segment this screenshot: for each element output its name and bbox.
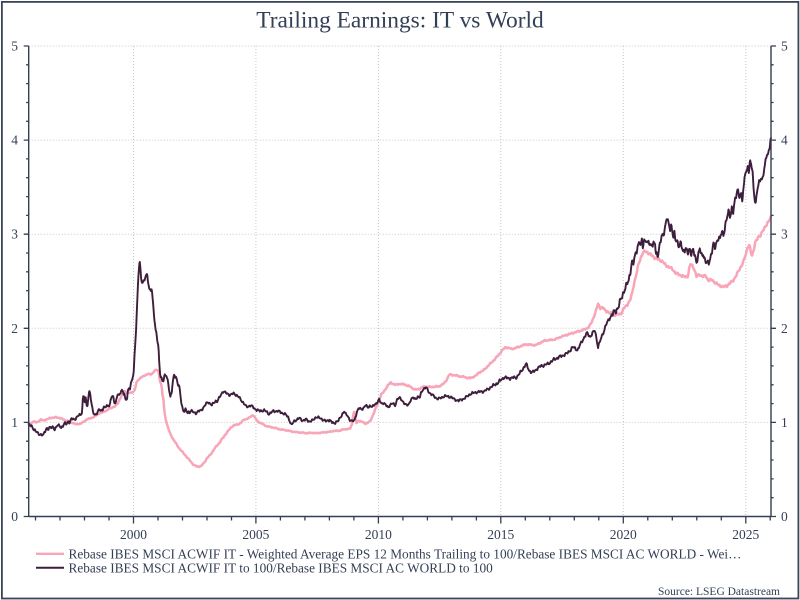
svg-text:1: 1 (781, 415, 788, 430)
svg-text:4: 4 (11, 133, 18, 148)
svg-text:1: 1 (11, 415, 18, 430)
svg-text:3: 3 (11, 227, 18, 242)
svg-text:3: 3 (781, 227, 788, 242)
svg-text:0: 0 (11, 509, 18, 524)
svg-text:2020: 2020 (610, 527, 637, 542)
svg-text:0: 0 (781, 509, 788, 524)
svg-text:Trailing Earnings: IT vs World: Trailing Earnings: IT vs World (256, 8, 544, 34)
svg-text:2010: 2010 (365, 527, 392, 542)
svg-text:2: 2 (781, 321, 788, 336)
svg-text:5: 5 (781, 39, 788, 54)
svg-text:Rebase IBES MSCI ACWIF IT to 1: Rebase IBES MSCI ACWIF IT to 100/Rebase … (69, 561, 494, 576)
svg-text:2025: 2025 (732, 527, 759, 542)
svg-text:4: 4 (781, 133, 788, 148)
svg-text:2000: 2000 (120, 527, 147, 542)
svg-text:Rebase IBES MSCI ACWIF IT - We: Rebase IBES MSCI ACWIF IT - Weighted Ave… (69, 547, 742, 562)
svg-text:2: 2 (11, 321, 18, 336)
svg-text:Source: LSEG Datastream: Source: LSEG Datastream (658, 586, 780, 598)
svg-text:2015: 2015 (487, 527, 514, 542)
svg-text:5: 5 (11, 39, 18, 54)
svg-text:2005: 2005 (242, 527, 269, 542)
